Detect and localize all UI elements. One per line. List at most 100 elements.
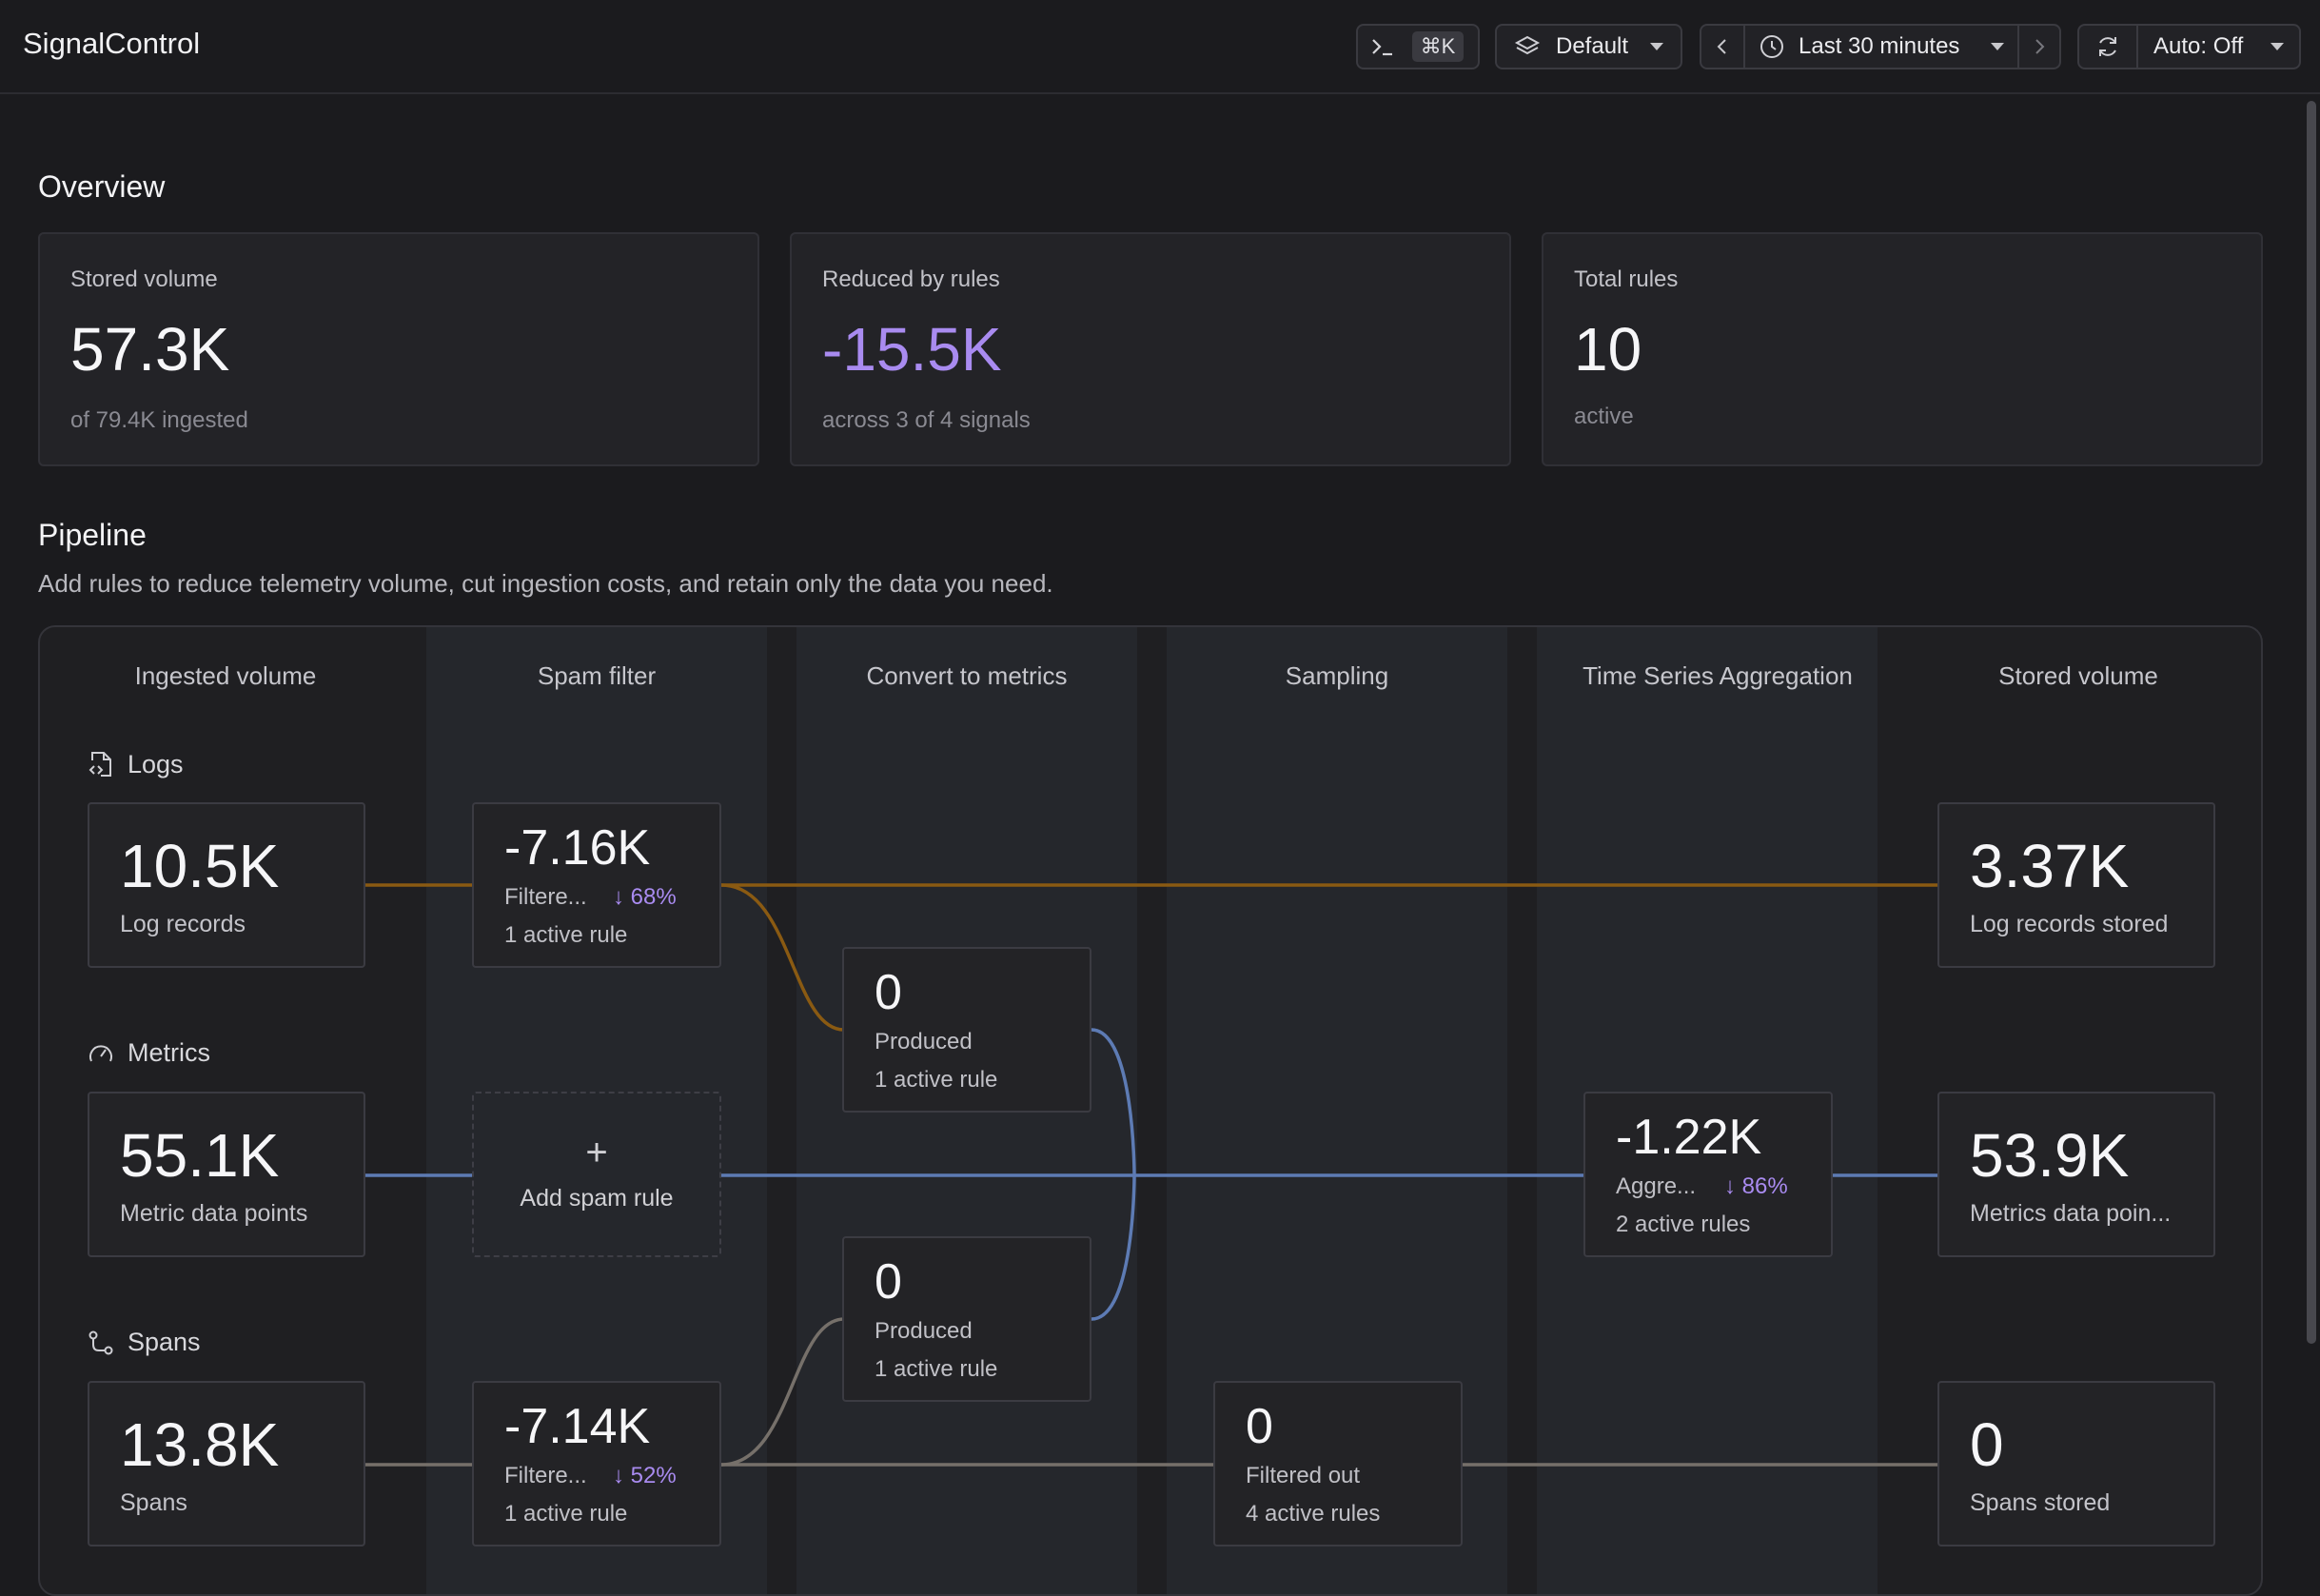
node-value: 0: [875, 965, 902, 1020]
auto-refresh-control: Auto: Off: [2077, 24, 2301, 69]
node-label: Spans: [120, 1489, 187, 1516]
arrow-down-icon: ↓: [613, 1463, 631, 1488]
logs-to-convert-flow: [720, 883, 845, 1032]
reduction-percent: ↓ 86%: [1724, 1173, 1788, 1199]
pipeline-board: Ingested volume Spam filter Convert to m…: [38, 625, 2263, 1596]
chevron-down-icon: [1991, 43, 2004, 50]
shortcut-kbd: ⌘K: [1411, 31, 1465, 62]
node-label: Metrics data poin...: [1970, 1200, 2172, 1227]
layers-icon: [1514, 34, 1541, 59]
command-palette-button[interactable]: ⌘K: [1356, 24, 1480, 69]
reduction-percent: ↓ 52%: [613, 1463, 677, 1488]
profile-label: Default: [1556, 33, 1629, 59]
card-label: Reduced by rules: [822, 266, 1000, 292]
app-title: SignalControl: [23, 27, 201, 60]
spans-ingested-node[interactable]: 13.8K Spans: [88, 1381, 365, 1547]
convert-to-metrics-node[interactable]: 0 Produced 1 active rule: [842, 1236, 1091, 1402]
active-rules: 1 active rule: [504, 1501, 628, 1527]
column-header: Ingested volume: [134, 661, 317, 690]
column-header: Stored volume: [1998, 661, 2158, 690]
node-value: 53.9K: [1970, 1121, 2130, 1190]
node-label: Log records: [120, 911, 246, 937]
chevron-down-icon: [1650, 43, 1663, 50]
profile-select[interactable]: Default: [1495, 24, 1682, 69]
chevron-right-icon: [2035, 39, 2045, 54]
card-sub: of 79.4K ingested: [70, 407, 248, 433]
convert-merge-flow-bottom: [1091, 1174, 1136, 1321]
logs-stored-node[interactable]: 3.37K Log records stored: [1937, 802, 2215, 968]
node-value: 3.37K: [1970, 832, 2130, 900]
node-label: Metric data points: [120, 1200, 308, 1227]
node-value: 10.5K: [120, 832, 280, 900]
total-rules-card: Total rules 10 active: [1542, 232, 2263, 466]
card-value: 57.3K: [70, 315, 230, 384]
spans-to-convert-flow: [720, 1317, 845, 1467]
plus-icon: +: [585, 1132, 608, 1173]
column-header: Sampling: [1285, 661, 1389, 690]
pipeline-subtitle: Add rules to reduce telemetry volume, cu…: [38, 569, 1053, 598]
overview-title: Overview: [38, 169, 166, 204]
node-label: Filtere...: [504, 1463, 587, 1488]
scrollbar-thumb[interactable]: [2307, 101, 2316, 1344]
refresh-icon: [2099, 37, 2116, 56]
pipeline-title: Pipeline: [38, 518, 147, 552]
metrics-aggregation-node[interactable]: -1.22K Aggre... ↓ 86% 2 active rules: [1583, 1092, 1833, 1257]
node-value: -7.16K: [504, 820, 651, 876]
card-value: 10: [1574, 315, 1642, 384]
spans-signal-header: Spans: [88, 1328, 201, 1357]
column-header: Convert to metrics: [866, 661, 1068, 690]
refresh-button[interactable]: [2079, 26, 2136, 68]
spans-sampling-node[interactable]: 0 Filtered out 4 active rules: [1213, 1381, 1463, 1547]
convert-merge-flow-top: [1091, 1028, 1136, 1176]
signal-name: Metrics: [128, 1038, 210, 1067]
node-label: Filtere...: [504, 884, 587, 910]
node-value: 0: [875, 1254, 902, 1310]
logs-signal-header: Logs: [88, 749, 184, 779]
metrics-ingested-node[interactable]: 55.1K Metric data points: [88, 1092, 365, 1257]
reduced-by-rules-card: Reduced by rules -15.5K across 3 of 4 si…: [790, 232, 1511, 466]
metrics-stored-node[interactable]: 53.9K Metrics data poin...: [1937, 1092, 2215, 1257]
node-label: Log records stored: [1970, 911, 2169, 937]
card-sub: active: [1574, 404, 1634, 429]
prev-range-button[interactable]: [1701, 26, 1743, 68]
auto-refresh-label: Auto: Off: [2153, 33, 2244, 59]
chevron-left-icon: [1717, 39, 1726, 54]
active-rules: 4 active rules: [1246, 1501, 1381, 1527]
node-value: -7.14K: [504, 1399, 651, 1454]
column-header: Spam filter: [537, 661, 657, 690]
arrow-down-icon: ↓: [1724, 1173, 1742, 1199]
signal-name: Spans: [128, 1328, 201, 1356]
next-range-button[interactable]: [2019, 26, 2059, 68]
spans-spam-rule-node[interactable]: -7.14K Filtere... ↓ 52% 1 active rule: [472, 1381, 721, 1547]
node-value: -1.22K: [1616, 1110, 1762, 1165]
node-label: Aggre...: [1616, 1173, 1697, 1199]
time-range-select[interactable]: Last 30 minutes: [1745, 26, 2017, 68]
active-rules: 1 active rule: [504, 922, 628, 948]
trace-route-icon: [88, 1330, 113, 1354]
auto-refresh-select[interactable]: Auto: Off: [2138, 26, 2299, 68]
card-label: Stored volume: [70, 266, 218, 292]
logs-spam-rule-node[interactable]: -7.16K Filtere... ↓ 68% 1 active rule: [472, 802, 721, 968]
card-sub: across 3 of 4 signals: [822, 407, 1031, 433]
spans-stored-node[interactable]: 0 Spans stored: [1937, 1381, 2215, 1547]
node-label: Spans stored: [1970, 1489, 2111, 1516]
node-value: 55.1K: [120, 1121, 280, 1190]
node-label: Produced: [875, 1318, 973, 1344]
active-rules: 1 active rule: [875, 1067, 998, 1093]
column-header: Time Series Aggregation: [1583, 661, 1853, 690]
add-spam-rule-button[interactable]: + Add spam rule: [472, 1092, 721, 1257]
metrics-signal-header: Metrics: [88, 1038, 210, 1068]
node-value: 0: [1246, 1399, 1273, 1454]
terminal-icon: [1358, 26, 1398, 68]
log-file-icon: [88, 752, 111, 777]
logs-ingested-node[interactable]: 10.5K Log records: [88, 802, 365, 968]
arrow-down-icon: ↓: [613, 884, 631, 910]
active-rules: 1 active rule: [875, 1356, 998, 1382]
stored-volume-card: Stored volume 57.3K of 79.4K ingested: [38, 232, 759, 466]
node-value: 0: [1970, 1410, 2004, 1479]
clock-icon: [1759, 33, 1785, 60]
time-range-label: Last 30 minutes: [1799, 33, 1960, 59]
signal-name: Logs: [128, 749, 184, 778]
gauge-icon: [89, 1044, 112, 1061]
convert-to-metrics-node[interactable]: 0 Produced 1 active rule: [842, 947, 1091, 1113]
